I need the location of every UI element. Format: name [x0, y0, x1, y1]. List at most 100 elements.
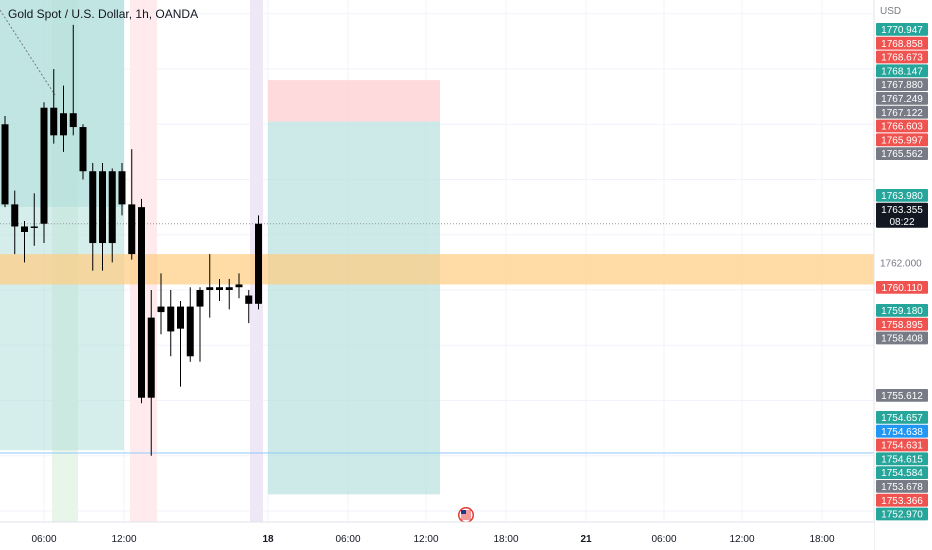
- candle-body: [11, 204, 19, 227]
- price-label-tag: [876, 438, 928, 452]
- price-label-text: 1754.615: [881, 454, 923, 465]
- candle-body: [118, 171, 126, 205]
- candle-body: [216, 287, 223, 290]
- price-label-text: 1754.584: [881, 468, 923, 479]
- price-label-tag: [876, 23, 928, 36]
- price-label-tag: [876, 466, 928, 479]
- price-label-text: 1754.631: [881, 441, 923, 452]
- candle-body: [128, 204, 136, 255]
- price-label-text: 1768.858: [881, 39, 923, 50]
- time-axis[interactable]: 06:00 12:00 18 06:00 12:00 18:00 21 06:00 12:00 1…: [0, 521, 874, 550]
- candle-body: [79, 127, 87, 172]
- candle-body: [255, 223, 262, 304]
- candle-series: [1, 24, 262, 456]
- price-label-text: 1770.947: [881, 25, 923, 36]
- price-axis[interactable]: USD1762.0001756.0001770.9471768.8581768.…: [873, 0, 932, 550]
- trend-line: [0, 9, 56, 96]
- us-flag-icon: [458, 507, 474, 523]
- price-label-text: 1758.408: [881, 334, 923, 345]
- candle-body: [89, 171, 97, 244]
- candle-body: [50, 107, 58, 136]
- candle-body: [167, 306, 175, 332]
- price-label-text: 1767.122: [881, 108, 923, 119]
- price-label-tag: [876, 452, 928, 466]
- price-label-text: 1763.980: [881, 191, 923, 202]
- price-label-text: 1758.895: [881, 320, 923, 331]
- candle-body: [40, 107, 48, 224]
- price-label-tag: [876, 78, 928, 91]
- candle-body: [21, 226, 28, 232]
- time-axis-background: [0, 522, 874, 550]
- candle-body: [138, 207, 145, 398]
- candle-body: [108, 171, 116, 244]
- price-label-tag: [876, 317, 928, 331]
- price-label-text: 1768.673: [881, 53, 923, 64]
- price-label-tag: [876, 411, 928, 424]
- time-tick-label: 06:00: [335, 534, 360, 545]
- price-label-tag: [876, 331, 928, 345]
- price-label-tag: [876, 36, 928, 50]
- price-label-tag: [876, 189, 928, 202]
- price-label-text: 1753.366: [881, 496, 923, 507]
- price-label-text: 1754.657: [881, 413, 923, 424]
- candle-body: [60, 113, 67, 136]
- price-label-text: 1765.997: [881, 135, 923, 146]
- candle-body: [99, 171, 106, 244]
- time-tick-label: 12:00: [111, 534, 136, 545]
- flag-canton: [461, 510, 466, 514]
- time-tick-label: 12:00: [729, 534, 754, 545]
- price-label-text: 1755.612: [881, 391, 923, 402]
- candle-body: [235, 284, 243, 288]
- price-label-text: 1753.678: [881, 482, 923, 493]
- price-label-text: 1754.638: [881, 427, 923, 438]
- candle-body: [157, 306, 165, 313]
- time-tick-label: 18:00: [809, 534, 834, 545]
- price-label-text: 1765.562: [881, 149, 923, 160]
- price-label-tag: [876, 147, 928, 160]
- price-label-tag: [876, 92, 928, 105]
- price-label-text: 1766.603: [881, 122, 923, 133]
- price-label-text: 1759.180: [881, 306, 923, 317]
- price-label-tag: [876, 202, 928, 228]
- price-label-tag: [876, 480, 928, 493]
- price-label-text: 1752.970: [881, 510, 923, 521]
- candle-body: [30, 226, 38, 228]
- candle-body: [196, 290, 204, 307]
- price-label-tag: [876, 493, 928, 507]
- price-label-text: 1767.880: [881, 80, 923, 91]
- price-label-text: 1760.110: [882, 283, 923, 294]
- price-label-tag: [876, 389, 928, 402]
- price-label-tag: [876, 105, 928, 119]
- candle-body: [245, 295, 253, 304]
- price-tick-label: 1762.000: [880, 258, 922, 269]
- price-label-tag: [876, 424, 928, 438]
- candle-body: [1, 124, 9, 205]
- time-tick-label: 21: [580, 534, 592, 545]
- time-tick-label: 06:00: [651, 534, 676, 545]
- demand-zone: [0, 254, 874, 285]
- candle-body: [225, 287, 233, 290]
- candle-body: [69, 113, 77, 128]
- time-tick-label: 18: [262, 534, 274, 545]
- price-label-tag: [876, 50, 928, 64]
- time-tick-label: 12:00: [413, 534, 438, 545]
- earlier-position-zone: [0, 207, 124, 451]
- countdown-label: 08:22: [889, 217, 914, 228]
- time-tick-label: 06:00: [31, 534, 56, 545]
- currency-label: USD: [880, 6, 901, 17]
- candle-body: [147, 317, 155, 398]
- price-label-tag: [876, 133, 928, 147]
- candle-body: [177, 306, 184, 329]
- price-label-tag: [876, 304, 928, 317]
- price-label-tag: [876, 281, 928, 294]
- price-label-tag: [876, 507, 928, 521]
- symbol-title: Gold Spot / U.S. Dollar, 1h, OANDA: [8, 7, 199, 21]
- price-label-text: 1763.355: [881, 205, 923, 216]
- candle-body: [186, 306, 194, 357]
- take-profit-zone: [268, 121, 440, 495]
- price-label-tag: [876, 64, 928, 78]
- stop-loss-zone: [268, 80, 440, 122]
- price-label-text: 1768.147: [881, 66, 923, 77]
- time-tick-label: 18:00: [493, 534, 518, 545]
